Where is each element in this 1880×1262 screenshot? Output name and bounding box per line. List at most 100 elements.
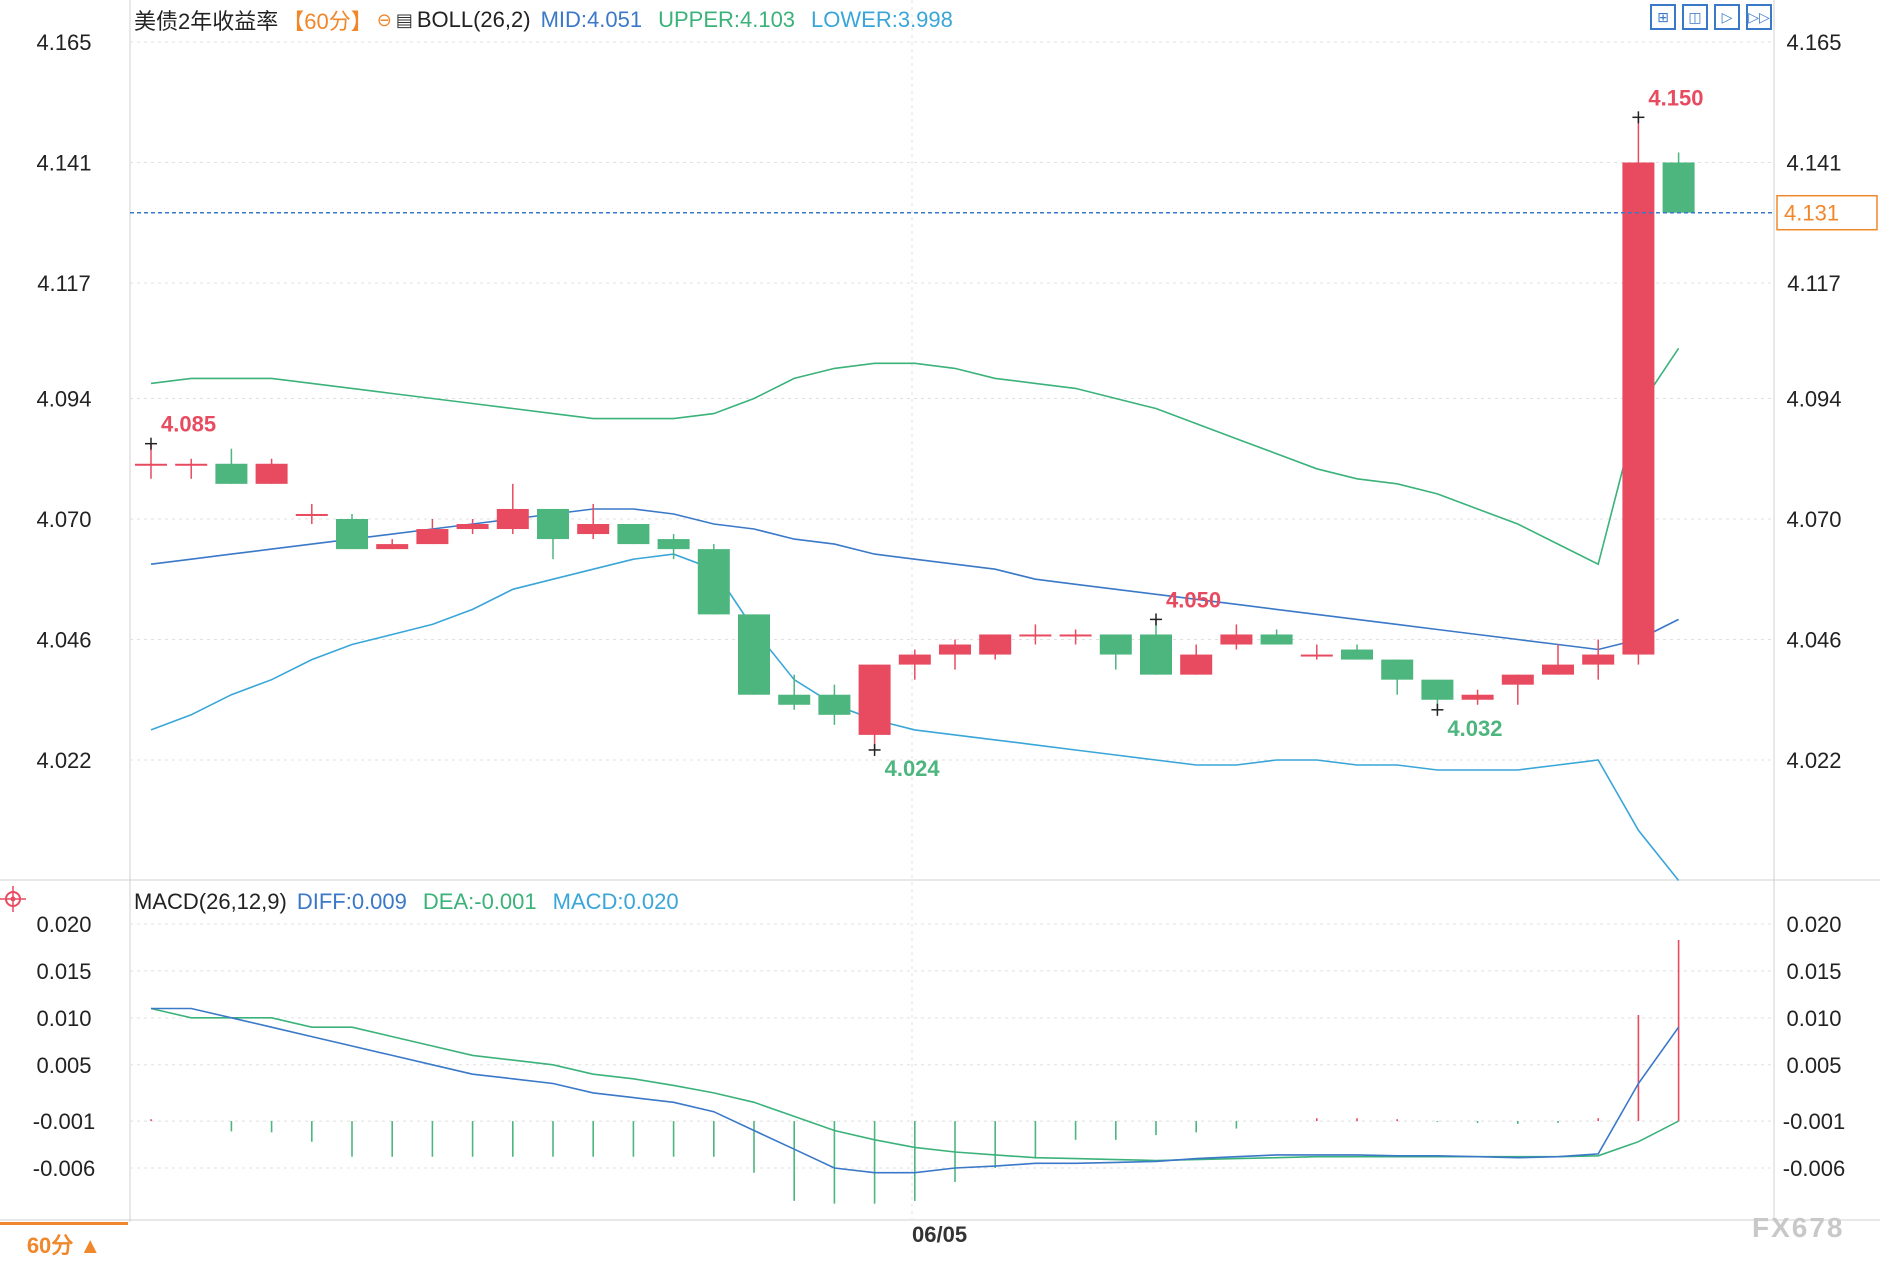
candle-body [617,524,650,545]
extreme-label: 4.024 [885,756,941,781]
macd-tick-label-right: 0.015 [1786,959,1841,984]
macd-tick-label-right: 0.010 [1786,1006,1841,1031]
boll-upper-value: UPPER:4.103 [658,7,796,32]
candle-body [1381,659,1414,680]
candle-body [1501,674,1534,685]
macd-tick-label-left: 0.010 [36,1006,91,1031]
candle-body [295,513,328,516]
candle-body [215,463,248,484]
macd-dea-value: DEA:-0.001 [422,889,537,914]
macd-tick-label-left: -0.006 [33,1156,95,1181]
y-tick-label-right: 4.022 [1786,748,1841,773]
candle-body [416,529,449,545]
candle-body [135,463,167,466]
candle-body [898,654,931,665]
y-tick-label-left: 4.046 [36,627,91,652]
candle-body [1099,634,1132,655]
candle-body [537,508,569,540]
y-tick-label-right: 4.117 [1787,271,1840,296]
x-axis-date-label: 06/05 [912,1222,968,1247]
y-tick-label-right: 4.070 [1786,507,1841,532]
candle-body [1542,664,1574,675]
macd-tick-label-left: 0.005 [36,1053,91,1078]
candle-body [1421,679,1454,700]
grid-layout-icon[interactable]: ⊞ [1650,4,1676,30]
indicator-chart-icon: ▤ [395,9,413,30]
macd-tick-label-left: 0.015 [36,959,91,984]
macd-tick-label-left: 0.020 [36,912,91,937]
watermark: FX678 [1752,1212,1845,1243]
macd-tick-label-right: 0.020 [1786,912,1841,937]
candle-body [1341,649,1373,660]
boll-lower-line [150,553,1680,882]
candle-body [577,524,610,535]
y-tick-label-right: 4.046 [1786,627,1841,652]
extreme-label: 4.085 [161,412,216,437]
crosshair-icon[interactable] [0,886,26,912]
boll-mid-line [150,508,1679,651]
macd-tick-label-left: -0.001 [33,1109,95,1134]
candle-body [1461,694,1494,700]
candle-body [456,524,489,530]
candle-body [1622,162,1655,655]
macd-name[interactable]: MACD(26,12,9) [134,889,287,914]
candle-body [657,539,690,550]
y-tick-label-left: 4.117 [37,271,90,296]
y-tick-label-left: 4.094 [36,386,91,411]
candle-body [1662,162,1695,213]
candle-body [939,644,971,655]
extreme-label: 4.032 [1447,716,1502,741]
current-price-label: 4.131 [1784,201,1839,226]
boll-upper-line [150,347,1680,566]
extreme-label: 4.150 [1648,85,1703,110]
current-price-box [1776,194,1878,231]
candle-body [1260,634,1293,645]
instrument-name: 美债2年收益率 [134,9,279,34]
y-tick-label-left: 4.141 [36,151,91,176]
chart-play-icon[interactable]: ▷ [1714,4,1740,30]
toggle-icon[interactable]: ⊖ [376,9,392,30]
chart-split-icon[interactable]: ◫ [1682,4,1708,30]
candle-body [778,694,811,705]
macd-value: MACD:0.020 [552,889,679,914]
candle-body [1140,634,1172,675]
y-tick-label-right: 4.094 [1786,386,1841,411]
candle-body [1059,634,1092,637]
candle-body [697,549,730,615]
candle-body [376,544,409,550]
candle-body [738,614,770,695]
boll-mid-value: MID:4.051 [540,7,643,32]
macd-tick-label-right: -0.001 [1783,1109,1845,1134]
chart-header: 美债2年收益率 【60分】 ⊖ ▤ BOLL(26,2) MID:4.051 U… [134,2,957,38]
candle-body [336,518,368,550]
y-tick-label-left: 4.165 [36,30,91,55]
chart-fast-forward-icon[interactable]: ▷▷ [1746,4,1772,30]
candle-body [496,508,529,530]
candle-body [1019,634,1052,637]
candle-body [818,694,851,715]
y-tick-label-left: 4.022 [36,748,91,773]
macd-dea-line [150,1007,1679,1162]
indicator-name[interactable]: BOLL(26,2) [416,7,531,32]
y-tick-label-right: 4.141 [1786,151,1841,176]
toolbar: ⊞ ◫ ▷ ▷▷ [1650,4,1772,30]
period-selector[interactable]: 【60分】 [282,9,373,34]
candle-body [1180,654,1213,675]
candle-body [255,463,288,484]
candle-body [979,634,1012,655]
candle-body [1300,654,1333,657]
period-tab[interactable]: 60分 ▲ [0,1222,128,1262]
macd-tick-label-right: -0.006 [1783,1156,1845,1181]
candle-body [858,664,891,735]
macd-header: MACD(26,12,9) DIFF:0.009 DEA:-0.001 MACD… [134,886,683,918]
boll-lower-value: LOWER:3.998 [811,7,953,32]
candle-body [175,463,208,466]
candle-body [1582,654,1615,665]
macd-diff-line [151,1007,1680,1174]
y-tick-label-left: 4.070 [36,507,91,532]
extreme-label: 4.050 [1166,587,1221,612]
y-tick-label-right: 4.165 [1786,30,1841,55]
macd-diff-value: DIFF:0.009 [296,889,407,914]
macd-tick-label-right: 0.005 [1786,1053,1841,1078]
